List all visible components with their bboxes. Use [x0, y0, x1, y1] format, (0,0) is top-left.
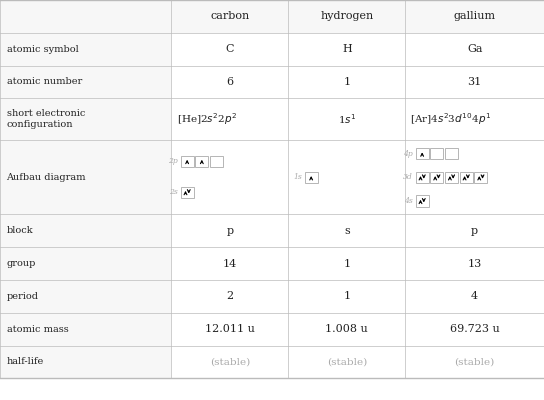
- Text: Aufbau diagram: Aufbau diagram: [7, 173, 86, 182]
- Bar: [288, 346, 405, 378]
- Text: (stable): (stable): [327, 358, 367, 366]
- Bar: [288, 66, 405, 98]
- Text: 1.008 u: 1.008 u: [325, 324, 368, 334]
- Text: atomic symbol: atomic symbol: [7, 45, 78, 54]
- Bar: [405, 280, 544, 313]
- Bar: [171, 280, 288, 313]
- Text: 2s: 2s: [169, 188, 178, 196]
- Bar: [288, 313, 405, 346]
- Bar: [0, 313, 171, 346]
- Text: (stable): (stable): [210, 358, 250, 366]
- Text: [Ar]4$s^2$3$d^{10}$4$p^1$: [Ar]4$s^2$3$d^{10}$4$p^1$: [410, 112, 491, 127]
- Bar: [405, 247, 544, 280]
- Bar: [171, 140, 288, 214]
- Bar: [405, 313, 544, 346]
- Bar: [0, 280, 171, 313]
- Bar: [171, 98, 288, 140]
- Text: C: C: [226, 44, 234, 54]
- Text: 4: 4: [471, 291, 478, 301]
- Text: 2p: 2p: [168, 157, 178, 165]
- Bar: [0, 214, 171, 247]
- Text: short electronic
configuration: short electronic configuration: [7, 109, 85, 130]
- Text: 4s: 4s: [404, 197, 413, 205]
- Text: 69.723 u: 69.723 u: [450, 324, 499, 334]
- Text: 1s: 1s: [293, 173, 302, 181]
- Text: atomic number: atomic number: [7, 78, 82, 86]
- Text: half-life: half-life: [7, 358, 44, 366]
- Bar: [171, 214, 288, 247]
- Bar: [0, 247, 171, 280]
- Text: 31: 31: [467, 77, 482, 87]
- Bar: [0, 0, 171, 33]
- Text: 1: 1: [343, 77, 350, 87]
- Bar: [430, 172, 443, 183]
- Bar: [405, 0, 544, 33]
- Bar: [405, 66, 544, 98]
- Bar: [0, 346, 171, 378]
- Text: 13: 13: [467, 258, 482, 269]
- Bar: [0, 140, 171, 214]
- Bar: [288, 214, 405, 247]
- Bar: [195, 156, 208, 167]
- Bar: [210, 156, 223, 167]
- Bar: [288, 33, 405, 66]
- Text: 3d: 3d: [403, 173, 413, 181]
- Text: p: p: [471, 226, 478, 236]
- Bar: [171, 66, 288, 98]
- Bar: [305, 172, 318, 183]
- Text: H: H: [342, 44, 351, 54]
- Bar: [405, 214, 544, 247]
- Bar: [416, 148, 429, 159]
- Bar: [171, 247, 288, 280]
- Bar: [405, 140, 544, 214]
- Text: hydrogen: hydrogen: [320, 11, 373, 21]
- Bar: [416, 196, 429, 207]
- Text: p: p: [226, 226, 233, 236]
- Bar: [288, 280, 405, 313]
- Text: 12.011 u: 12.011 u: [205, 324, 255, 334]
- Text: Ga: Ga: [467, 44, 483, 54]
- Text: block: block: [7, 226, 33, 235]
- Bar: [405, 98, 544, 140]
- Bar: [171, 346, 288, 378]
- Text: 6: 6: [226, 77, 233, 87]
- Text: group: group: [7, 259, 36, 268]
- Bar: [460, 172, 473, 183]
- Bar: [0, 33, 171, 66]
- Bar: [171, 0, 288, 33]
- Text: [He]2$s^2$2$p^2$: [He]2$s^2$2$p^2$: [177, 112, 237, 127]
- Text: s: s: [344, 226, 350, 236]
- Bar: [0, 66, 171, 98]
- Bar: [288, 98, 405, 140]
- Bar: [0, 98, 171, 140]
- Text: 4p: 4p: [403, 150, 413, 158]
- Text: 1: 1: [343, 291, 350, 301]
- Text: 1: 1: [343, 258, 350, 269]
- Text: (stable): (stable): [455, 358, 494, 366]
- Bar: [416, 172, 429, 183]
- Bar: [405, 346, 544, 378]
- Bar: [181, 156, 194, 167]
- Bar: [288, 247, 405, 280]
- Text: 2: 2: [226, 291, 233, 301]
- Text: atomic mass: atomic mass: [7, 325, 69, 334]
- Bar: [445, 172, 458, 183]
- Bar: [288, 0, 405, 33]
- Bar: [430, 148, 443, 159]
- Text: period: period: [7, 292, 39, 301]
- Text: gallium: gallium: [454, 11, 496, 21]
- Bar: [171, 313, 288, 346]
- Text: carbon: carbon: [210, 11, 250, 21]
- Bar: [181, 186, 194, 198]
- Bar: [405, 33, 544, 66]
- Bar: [445, 148, 458, 159]
- Text: 14: 14: [222, 258, 237, 269]
- Text: 1$s^1$: 1$s^1$: [338, 112, 356, 126]
- Bar: [171, 33, 288, 66]
- Bar: [474, 172, 487, 183]
- Bar: [288, 140, 405, 214]
